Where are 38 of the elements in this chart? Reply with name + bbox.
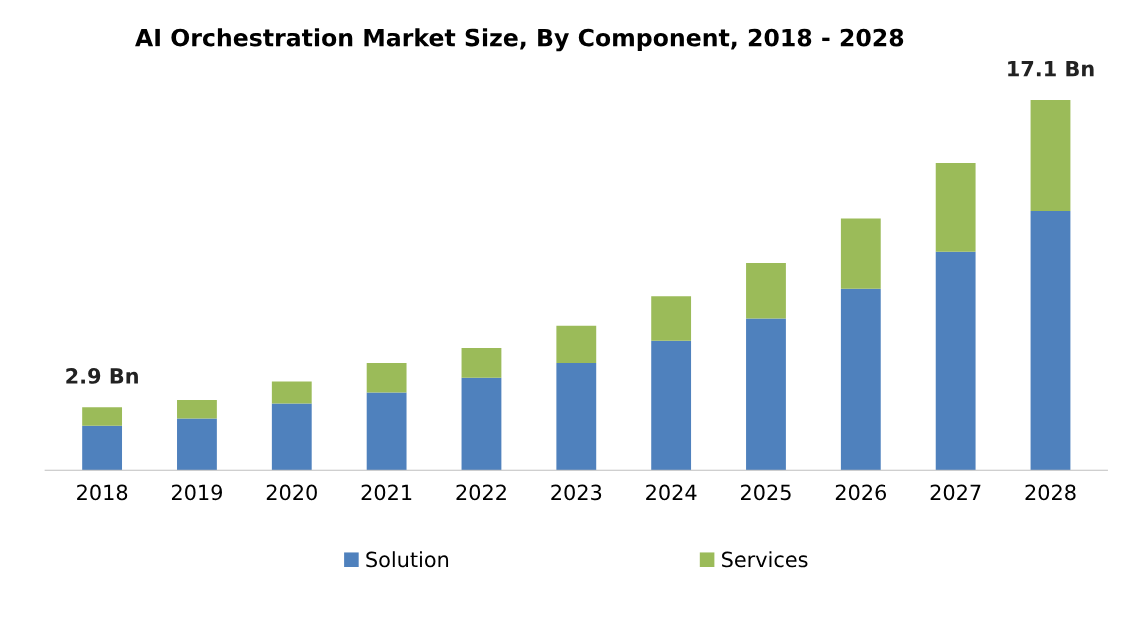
legend-label: Solution (366, 551, 449, 568)
x-tick-label: 2020 (266, 484, 317, 501)
x-tick-label: 2023 (551, 484, 602, 501)
bar (177, 418, 217, 471)
x-tick-label: 2025 (740, 484, 791, 501)
bar (840, 288, 881, 471)
bar (746, 318, 786, 471)
legend-label: Services (722, 551, 808, 568)
bar (82, 407, 123, 426)
x-tick-label: 2021 (361, 484, 412, 501)
chart-title: AI Orchestration Market Size, By Component, 2018 - 2028 (135, 28, 904, 52)
bar (271, 403, 312, 471)
x-tick-label: 2027 (930, 484, 981, 501)
bar (271, 381, 312, 404)
bar (1030, 100, 1071, 212)
x-tick-label: 2028 (1025, 484, 1076, 501)
x-tick-label: 2018 (77, 484, 128, 501)
bar (366, 362, 407, 393)
bar (556, 325, 597, 363)
bar (840, 218, 881, 289)
bar (82, 425, 123, 471)
bar (1030, 211, 1071, 471)
x-tick-label: 2019 (171, 484, 222, 501)
bar (651, 296, 692, 341)
bar (651, 340, 692, 471)
x-tick-label: 2024 (646, 484, 697, 501)
bar (461, 377, 502, 471)
annotation: 17.1 Bn (1008, 61, 1094, 77)
bar (556, 362, 597, 471)
bar (935, 162, 976, 252)
annotation: 2.9 Bn (66, 368, 138, 384)
bar (366, 392, 407, 471)
x-tick-label: 2026 (835, 484, 887, 501)
x-tick-label: 2022 (456, 484, 506, 501)
bar (935, 251, 976, 471)
bar (461, 348, 502, 378)
bar (177, 399, 217, 419)
bar (746, 262, 786, 319)
